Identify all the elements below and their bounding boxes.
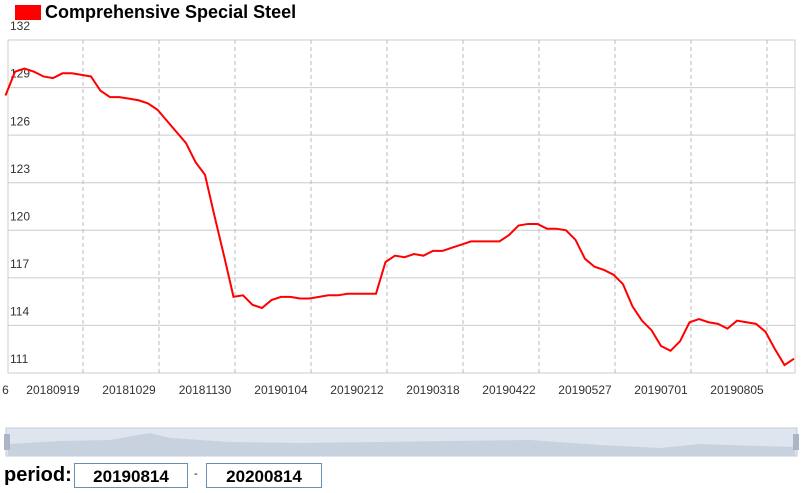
x-tick-label: 20180919	[26, 383, 80, 397]
series-line	[4, 67, 795, 367]
y-tick-label: 120	[10, 209, 30, 223]
period-end[interactable]: 20200814	[206, 463, 322, 488]
y-tick-label: 129	[10, 67, 30, 81]
x-tick-label: 20190422	[482, 383, 536, 397]
y-tick-label: 111	[10, 352, 29, 366]
x-tick-label: 20190527	[558, 383, 612, 397]
period-label: period:	[4, 464, 72, 486]
x-tick-label: 20190805	[710, 383, 764, 397]
y-tick-label: 117	[10, 257, 29, 271]
period-separator: -	[194, 468, 198, 480]
zoom-preview	[8, 433, 795, 456]
x-tick-label: 20190318	[406, 383, 460, 397]
x-tick-label: 20190104	[254, 383, 308, 397]
x-tick-label: 6	[2, 383, 9, 397]
zoom-handle[interactable]	[4, 434, 10, 450]
y-tick-label: 114	[10, 305, 29, 319]
period-start[interactable]: 20190814	[74, 463, 188, 488]
chart: Comprehensive Special Steel 111 114 117 120…	[2, 2, 799, 457]
y-tick-label: 132	[10, 19, 30, 33]
legend-swatch	[15, 5, 41, 20]
y-tick-label: 126	[10, 114, 30, 128]
x-tick-label: 20181130	[179, 383, 232, 397]
y-tick-label: 123	[10, 162, 30, 176]
x-tick-label: 20181029	[102, 383, 156, 397]
x-tick-label: 20190212	[330, 383, 384, 397]
chart-title: Comprehensive Special Steel	[45, 2, 296, 22]
zoom-handle[interactable]	[793, 434, 799, 450]
x-tick-label: 20190701	[634, 383, 688, 397]
plot-frame	[7, 39, 796, 374]
